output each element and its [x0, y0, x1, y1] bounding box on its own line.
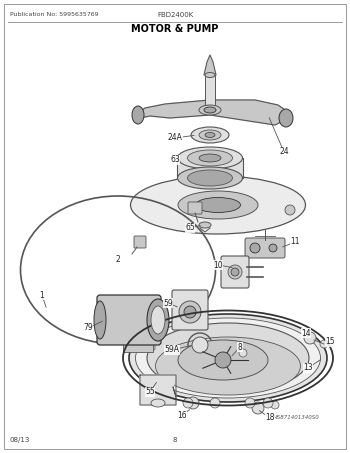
- Circle shape: [239, 349, 247, 357]
- Circle shape: [285, 205, 295, 215]
- Ellipse shape: [192, 337, 208, 353]
- Polygon shape: [204, 55, 216, 75]
- Text: 15: 15: [325, 337, 335, 347]
- Bar: [205, 75, 215, 110]
- Ellipse shape: [151, 306, 165, 334]
- Circle shape: [252, 402, 264, 414]
- Ellipse shape: [205, 132, 215, 138]
- Text: 10: 10: [213, 260, 223, 270]
- Ellipse shape: [204, 107, 216, 113]
- Circle shape: [187, 397, 199, 409]
- FancyBboxPatch shape: [172, 290, 208, 330]
- Ellipse shape: [205, 72, 215, 77]
- Text: 18: 18: [265, 414, 275, 423]
- Circle shape: [245, 398, 255, 408]
- Ellipse shape: [199, 222, 211, 228]
- FancyBboxPatch shape: [221, 256, 249, 288]
- Text: 2: 2: [116, 255, 120, 265]
- Ellipse shape: [199, 154, 221, 162]
- Circle shape: [271, 401, 279, 409]
- Text: 14: 14: [301, 328, 311, 337]
- Text: 55: 55: [145, 387, 155, 396]
- Text: 08/13: 08/13: [10, 437, 30, 443]
- Ellipse shape: [179, 301, 201, 323]
- Text: MS871401340S0: MS871401340S0: [273, 415, 320, 420]
- Circle shape: [231, 268, 239, 276]
- Ellipse shape: [228, 265, 242, 279]
- Ellipse shape: [199, 130, 221, 140]
- Ellipse shape: [147, 323, 309, 393]
- Text: FBD2400K: FBD2400K: [157, 12, 193, 18]
- Ellipse shape: [151, 399, 165, 407]
- Text: 24A: 24A: [168, 134, 182, 143]
- Text: 8: 8: [238, 342, 242, 352]
- Text: 59: 59: [163, 299, 173, 308]
- Ellipse shape: [188, 150, 232, 166]
- Polygon shape: [140, 375, 176, 405]
- Ellipse shape: [184, 306, 196, 318]
- Ellipse shape: [129, 314, 327, 402]
- Bar: [177, 158, 243, 180]
- FancyBboxPatch shape: [245, 238, 285, 258]
- Text: MOTOR & PUMP: MOTOR & PUMP: [131, 24, 219, 34]
- Text: 11: 11: [290, 237, 300, 246]
- FancyBboxPatch shape: [97, 295, 161, 345]
- Polygon shape: [135, 100, 292, 125]
- FancyBboxPatch shape: [188, 202, 202, 214]
- Text: 16: 16: [177, 410, 187, 419]
- Ellipse shape: [177, 147, 243, 169]
- Text: Publication No: 5995635769: Publication No: 5995635769: [10, 12, 99, 17]
- Ellipse shape: [188, 170, 232, 186]
- Text: 59A: 59A: [164, 346, 180, 355]
- Circle shape: [304, 332, 316, 344]
- Ellipse shape: [132, 106, 144, 124]
- FancyBboxPatch shape: [147, 342, 155, 350]
- Text: 13: 13: [303, 363, 313, 372]
- Ellipse shape: [199, 105, 221, 115]
- Ellipse shape: [250, 243, 260, 253]
- Bar: [123, 342, 153, 352]
- Ellipse shape: [155, 337, 301, 395]
- Circle shape: [215, 352, 231, 368]
- Circle shape: [210, 398, 220, 408]
- Ellipse shape: [191, 127, 229, 143]
- Ellipse shape: [94, 301, 106, 339]
- Ellipse shape: [178, 340, 268, 380]
- Ellipse shape: [178, 191, 258, 219]
- Ellipse shape: [205, 107, 215, 112]
- Ellipse shape: [177, 167, 243, 189]
- Ellipse shape: [135, 318, 321, 398]
- FancyBboxPatch shape: [137, 339, 147, 349]
- Ellipse shape: [269, 244, 277, 252]
- FancyBboxPatch shape: [134, 236, 146, 248]
- Text: 8: 8: [173, 437, 177, 443]
- Text: 24: 24: [279, 148, 289, 156]
- Circle shape: [263, 398, 273, 408]
- Text: 1: 1: [40, 290, 44, 299]
- Ellipse shape: [131, 176, 306, 234]
- Ellipse shape: [279, 109, 293, 127]
- Circle shape: [183, 398, 193, 408]
- Ellipse shape: [196, 198, 240, 212]
- Text: 63: 63: [170, 155, 180, 164]
- Ellipse shape: [147, 299, 169, 341]
- Circle shape: [320, 340, 328, 348]
- Text: 79: 79: [83, 323, 93, 333]
- Text: 65: 65: [185, 223, 195, 232]
